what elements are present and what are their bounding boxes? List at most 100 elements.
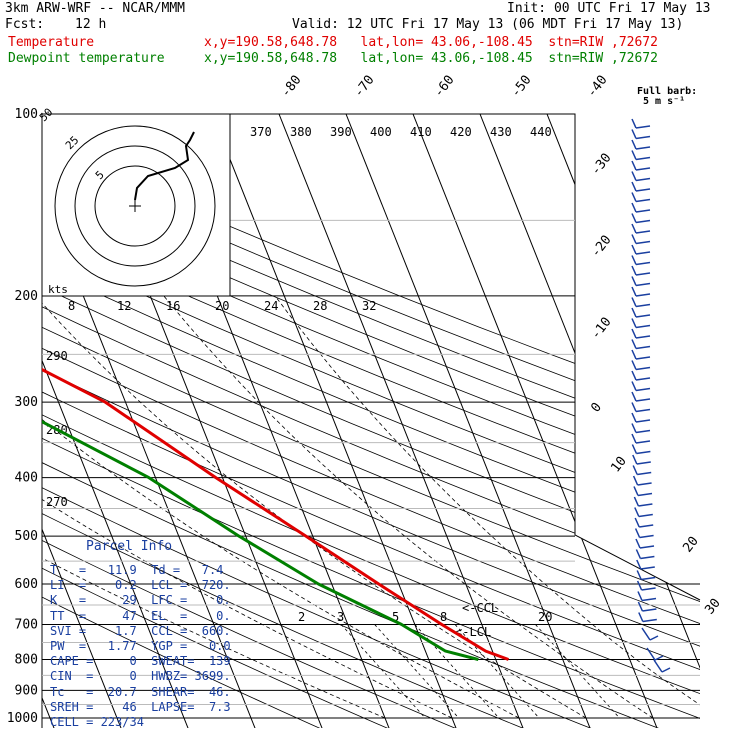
wind-barb-flag xyxy=(649,635,659,641)
dry-adiabat xyxy=(42,114,700,728)
wind-barb-flag xyxy=(631,444,638,454)
parcel-info-row: T = 11.9 Td = 7.4 xyxy=(50,563,224,577)
wind-barb-flag xyxy=(633,486,639,496)
wind-barb xyxy=(635,408,651,413)
wind-barb xyxy=(635,293,651,297)
theta-left-label: 290 xyxy=(46,349,68,363)
wind-barb-flag xyxy=(631,412,637,423)
mixing-ratio-label: 20 xyxy=(538,610,552,624)
wind-barb-flag xyxy=(631,192,637,202)
dewpoint-location: x,y=190.58,648.78 lat,lon= 43.06,-108.45… xyxy=(204,51,658,66)
parcel-info-row: CIN = 0 HWBZ= 3699. xyxy=(50,669,231,684)
wind-barb xyxy=(635,429,651,434)
wind-barb xyxy=(635,188,651,192)
hodograph-box xyxy=(41,113,231,297)
wind-barb-flag xyxy=(631,423,637,433)
parcel-info-row: SREH = 46 LAPSE= 7.3 xyxy=(50,699,231,714)
barb-key-unit: 5 m s⁻¹ xyxy=(643,96,686,107)
parcel-info-row: SVI = 1.7 CCL = 660. xyxy=(50,623,231,638)
wind-barb xyxy=(635,156,651,161)
wind-barb-flag xyxy=(632,465,638,475)
wind-barb-flag xyxy=(631,402,637,412)
wind-barb xyxy=(635,251,651,255)
wind-barb-flag xyxy=(631,181,637,192)
wind-barb-flag xyxy=(631,150,637,160)
pressure-label: 200 xyxy=(15,289,38,304)
wind-barb-flag xyxy=(635,549,642,559)
wind-barb-flag xyxy=(632,475,639,486)
speed-label: 12 xyxy=(117,299,131,313)
wind-barb-flag xyxy=(631,307,637,318)
wind-barb-flag xyxy=(631,349,637,360)
speed-label: 32 xyxy=(362,299,376,313)
wind-barb xyxy=(639,545,655,549)
isotherm-label: -70 xyxy=(351,73,377,101)
wind-barb-flag xyxy=(631,202,637,213)
hodograph-unit: kts xyxy=(48,283,68,296)
isotherm-label: -30 xyxy=(588,151,614,179)
wind-barb-flag xyxy=(636,570,642,580)
parcel-info-row: TT = 47 EL = 0. xyxy=(50,608,231,623)
wind-barb xyxy=(635,398,651,402)
wind-barb-flag xyxy=(631,276,637,286)
speed-label: 28 xyxy=(313,299,327,313)
wind-barb-flag xyxy=(631,370,637,381)
parcel-info-row: CAPE = 0 SWEAT= 139 xyxy=(50,654,231,669)
moist-adiabat xyxy=(163,295,654,719)
dry-adiabat xyxy=(42,114,326,728)
wind-barb-flag xyxy=(631,286,637,297)
theta-label: 440 xyxy=(530,125,552,139)
wind-barb xyxy=(635,177,651,182)
wind-barb xyxy=(635,314,651,318)
mixing-ratio-label: 3 xyxy=(337,610,344,624)
wind-barb xyxy=(640,555,655,560)
wind-barb-flag xyxy=(631,129,637,139)
hodograph-trace xyxy=(134,131,195,201)
pressure-label: 100 xyxy=(15,107,38,122)
pressure-label: 900 xyxy=(15,683,38,698)
pressure-label: 600 xyxy=(15,577,38,592)
wind-barb xyxy=(635,240,651,245)
init-time: Init: 00 UTC Fri 17 May 13 xyxy=(507,1,711,16)
wind-barb-flag xyxy=(631,160,637,171)
wind-barb-flag xyxy=(634,528,641,538)
wind-barb-flag xyxy=(631,391,637,402)
wind-barb xyxy=(642,618,657,623)
wind-barb-flag xyxy=(637,601,644,612)
mixing-ratio-line xyxy=(374,624,459,719)
wind-barb xyxy=(638,513,653,518)
dry-adiabat xyxy=(42,114,700,728)
mixing-ratio-label: 8 xyxy=(440,610,447,624)
wind-barb-flag xyxy=(631,297,637,307)
speed-label: 8 xyxy=(68,299,75,313)
wind-barb xyxy=(641,627,651,641)
dry-adiabat xyxy=(42,114,700,728)
isotherm-label: -80 xyxy=(278,73,304,101)
pressure-label: 1000 xyxy=(7,711,38,726)
wind-barb-flag xyxy=(631,255,637,265)
isotherm-label: -20 xyxy=(588,233,614,261)
wind-barb-flag xyxy=(631,139,637,150)
wind-barb-flag xyxy=(636,580,643,591)
dry-adiabat xyxy=(42,114,700,728)
dewpoint-legend: Dewpoint temperature xyxy=(8,51,165,66)
wind-barb xyxy=(642,608,657,612)
wind-barb xyxy=(635,366,651,371)
parcel-info-panel: Parcel Info T = 11.9 Td = 7.4 LI = 0.2 LC… xyxy=(42,535,236,729)
parcel-info-row: Tc = 20.7 SHEAR= 46. xyxy=(50,684,231,699)
dry-adiabat xyxy=(42,114,700,728)
wind-barb-flag xyxy=(631,118,637,129)
mixing-ratio-line xyxy=(340,624,426,719)
wind-barb-flag xyxy=(636,559,642,570)
wind-barb-flag xyxy=(633,496,640,507)
theta-left-label: 270 xyxy=(46,495,68,509)
wind-barb xyxy=(641,597,657,602)
wind-barb-flag xyxy=(654,655,664,661)
wind-barb-flag xyxy=(631,244,637,255)
wind-barb xyxy=(639,524,654,528)
dry-adiabat xyxy=(42,114,700,728)
dewpoint-line xyxy=(42,114,479,661)
dry-adiabat xyxy=(42,114,700,728)
dry-adiabat xyxy=(42,114,700,728)
